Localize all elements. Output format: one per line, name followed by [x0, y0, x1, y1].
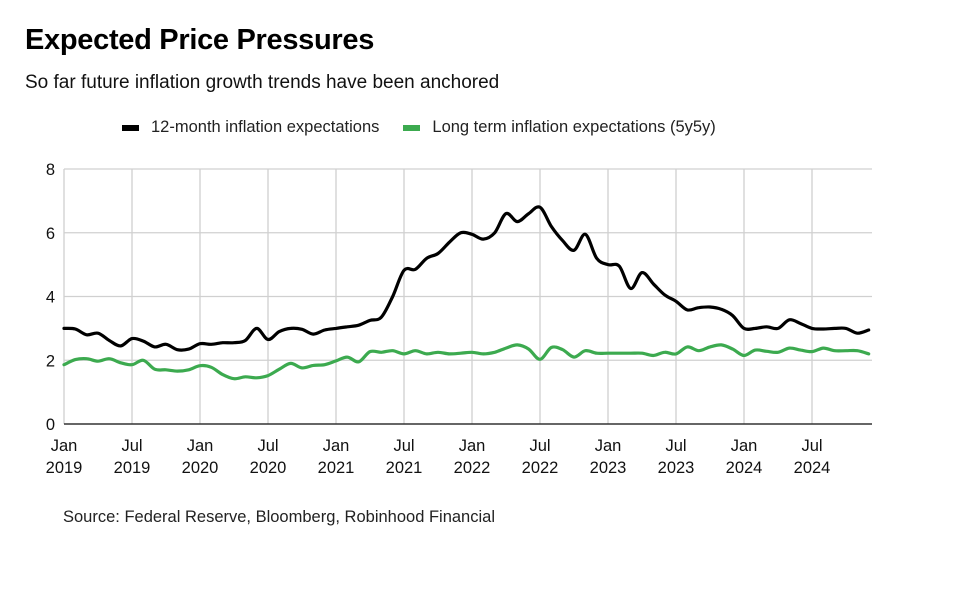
legend-label-long-term: Long term inflation expectations (5y5y): [432, 118, 716, 136]
x-tick-label-year: 2020: [182, 459, 219, 477]
x-tick-label-year: 2019: [114, 459, 151, 477]
x-tick-label-month: Jan: [323, 437, 350, 455]
y-tick-label: 2: [46, 352, 55, 370]
series-line-long-term: [62, 343, 871, 381]
x-tick-label-month: Jan: [51, 437, 78, 455]
y-tick-label: 8: [46, 161, 55, 179]
legend-swatch-long-term: [403, 124, 421, 131]
x-tick-label-month: Jul: [121, 437, 142, 455]
series-lines: [62, 205, 871, 381]
y-tick-label: 4: [46, 289, 55, 307]
x-tick-label-year: 2019: [46, 459, 83, 477]
source-note: Source: Federal Reserve, Bloomberg, Robi…: [63, 508, 495, 526]
x-tick-label-month: Jan: [187, 437, 214, 455]
x-tick-label-year: 2021: [318, 459, 355, 477]
x-tick-label-month: Jan: [459, 437, 486, 455]
x-tick-label-month: Jul: [393, 437, 414, 455]
chart-legend: 12-month inflation expectations Long ter…: [122, 118, 740, 137]
x-tick-label-year: 2024: [726, 459, 763, 477]
x-tick-label-year: 2022: [522, 459, 559, 477]
legend-item-12-month[interactable]: 12-month inflation expectations: [122, 118, 379, 137]
x-tick-label-year: 2021: [386, 459, 423, 477]
x-tick-label-year: 2023: [590, 459, 627, 477]
legend-item-long-term[interactable]: Long term inflation expectations (5y5y): [403, 118, 716, 137]
y-tick-label: 0: [46, 416, 55, 434]
y-axis-ticks: 0 2 4 6 8: [46, 161, 55, 434]
x-tick-label-month: Jul: [257, 437, 278, 455]
x-tick-label-year: 2023: [658, 459, 695, 477]
chart-title: Expected Price Pressures: [25, 24, 375, 56]
x-tick-label-month: Jan: [731, 437, 758, 455]
x-tick-label-month: Jul: [665, 437, 686, 455]
x-tick-label-month: Jul: [801, 437, 822, 455]
chart-subtitle: So far future inflation growth trends ha…: [25, 72, 500, 93]
grid-lines: [63, 168, 872, 424]
x-axis-ticks: Jan 2019 Jul 2019 Jan 2020 Jul 2020 Jan 2021 Jul 20…: [46, 437, 831, 477]
x-tick-label-month: Jan: [595, 437, 622, 455]
legend-label-12-month: 12-month inflation expectations: [151, 118, 380, 136]
y-tick-label: 6: [46, 225, 55, 243]
series-line-12-month: [62, 205, 871, 352]
x-tick-label-year: 2020: [250, 459, 287, 477]
x-tick-label-year: 2024: [794, 459, 831, 477]
x-tick-label-year: 2022: [454, 459, 491, 477]
x-tick-label-month: Jul: [529, 437, 550, 455]
legend-swatch-12-month: [122, 124, 139, 131]
